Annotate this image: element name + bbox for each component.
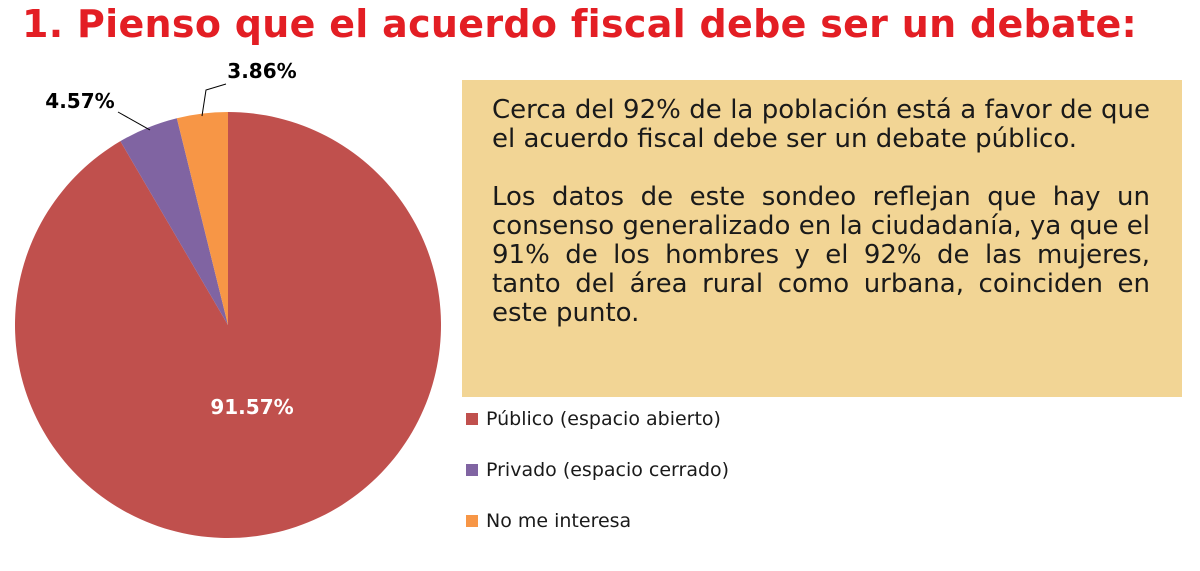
legend-label-privado: Privado (espacio cerrado) <box>486 458 730 481</box>
pie-slice-no-me-interesa <box>176 112 228 325</box>
note-paragraph-1: Cerca del 92% de la población está a fav… <box>492 95 1150 154</box>
page-title: 1. Pienso que el acuerdo fiscal debe ser… <box>22 2 1138 46</box>
summary-note: Cerca del 92% de la población está a fav… <box>462 80 1182 397</box>
note-paragraph-2: Los datos de este sondeo reflejan que ha… <box>492 182 1150 328</box>
leader-line-privado <box>117 111 151 131</box>
pie-chart: 91.57% 4.57% 3.86% <box>15 59 442 538</box>
chart-legend: Público (espacio abierto) Privado (espac… <box>466 402 729 555</box>
legend-item-publico: Público (espacio abierto) <box>466 402 729 435</box>
legend-item-no-me-interesa: No me interesa <box>466 504 729 537</box>
legend-label-publico: Público (espacio abierto) <box>486 407 721 430</box>
legend-swatch-publico <box>466 412 478 425</box>
data-label-privado: 4.57% <box>45 89 114 113</box>
legend-label-no-me-interesa: No me interesa <box>486 509 632 532</box>
data-label-publico: 91.57% <box>210 395 293 419</box>
pie-slice-privado <box>120 118 228 325</box>
leader-line-no-me-interesa <box>201 83 227 117</box>
legend-swatch-no-me-interesa <box>466 514 478 527</box>
pie-slice-publico <box>15 112 442 538</box>
data-label-no-me-interesa: 3.86% <box>227 59 296 83</box>
legend-item-privado: Privado (espacio cerrado) <box>466 453 729 486</box>
legend-swatch-privado <box>466 463 478 476</box>
